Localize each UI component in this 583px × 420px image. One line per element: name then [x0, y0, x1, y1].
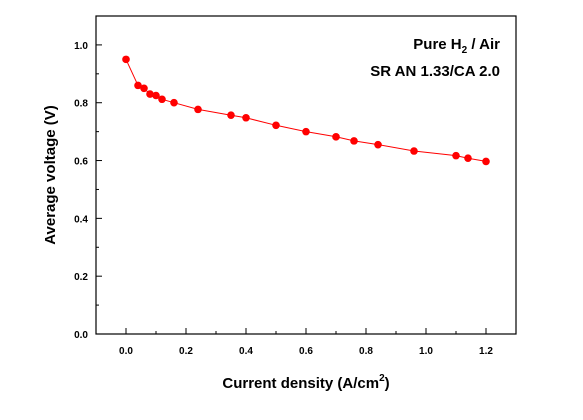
data-series: [122, 55, 490, 166]
data-point: [146, 90, 154, 98]
data-point: [302, 127, 310, 136]
x-tick-label: 0.6: [299, 346, 313, 357]
data-point: [194, 105, 202, 114]
data-point: [374, 140, 382, 149]
data-point: [158, 95, 166, 104]
data-point: [170, 98, 178, 107]
y-tick-label: 0.0: [74, 330, 88, 341]
y-tick-label: 0.4: [74, 214, 88, 225]
data-point: [272, 121, 280, 130]
y-tick-label: 0.6: [74, 157, 88, 168]
x-tick-label: 0.2: [179, 346, 193, 357]
y-tick-label: 0.2: [74, 272, 88, 283]
data-point: [350, 137, 358, 145]
data-point: [140, 84, 148, 93]
x-tick-label: 0.0: [119, 346, 133, 357]
y-tick-label: 0.8: [74, 99, 88, 110]
x-tick-label: 1.2: [479, 346, 493, 357]
annotation-line1: Pure H2 / Air: [413, 36, 500, 56]
data-point: [464, 154, 472, 163]
tick-labels: 0.0 0.2 0.4 0.6 0.8 1.0 1.2 0.0 0.2 0.4 0.6 0.8 1.0: [74, 41, 493, 357]
y-axis-title: Average voltage (V): [42, 105, 59, 245]
x-axis-title: Current density (A/cm2): [222, 373, 389, 392]
x-tick-label: 0.4: [239, 346, 253, 357]
data-point: [227, 111, 235, 119]
annotation-line2: SR AN 1.33/CA 2.0: [370, 63, 500, 80]
y-tick-label: 1.0: [74, 41, 88, 52]
data-point: [410, 147, 418, 155]
data-point: [482, 157, 490, 166]
axis-ticks: [95, 15, 517, 335]
data-point: [452, 151, 460, 160]
x-tick-label: 0.8: [359, 346, 373, 357]
data-point: [122, 55, 130, 64]
data-point: [332, 133, 340, 141]
data-point: [242, 113, 250, 122]
x-tick-label: 1.0: [419, 346, 433, 357]
data-point: [134, 81, 142, 90]
data-point: [152, 91, 160, 100]
